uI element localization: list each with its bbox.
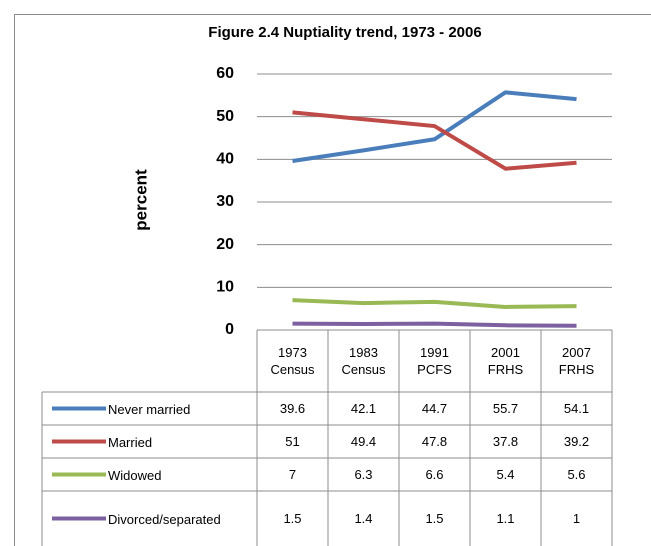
table-value: 39.6 — [279, 401, 306, 416]
y-tick-label: 20 — [216, 236, 234, 253]
legend-label: Divorced/separated — [108, 511, 221, 527]
table-value: 37.8 — [492, 434, 519, 449]
table-value: 54.1 — [563, 401, 590, 416]
chart-frame — [14, 14, 651, 546]
table-value: 1.4 — [354, 511, 373, 526]
legend-label: Married — [108, 434, 153, 450]
x-tick-label: 1973 Census — [270, 345, 315, 377]
table-value: 7 — [288, 467, 297, 482]
y-tick-label: 0 — [225, 321, 234, 338]
table-value: 6.3 — [354, 467, 373, 482]
y-tick-label: 30 — [216, 193, 234, 210]
chart-title: Figure 2.4 Nuptiality trend, 1973 - 2006 — [208, 24, 481, 41]
table-value: 1 — [572, 511, 581, 526]
table-value: 5.6 — [567, 467, 586, 482]
series-line — [292, 321, 577, 328]
table-value: 51 — [285, 434, 300, 449]
table-value: 1.5 — [425, 511, 444, 526]
table-value: 47.8 — [421, 434, 448, 449]
x-tick-label: 2007 FRHS — [558, 345, 595, 377]
table-value: 39.2 — [563, 434, 590, 449]
table-value: 42.1 — [350, 401, 377, 416]
series-line — [292, 298, 577, 309]
x-tick-label: 1991 PCFS — [417, 345, 452, 377]
series-line — [292, 110, 577, 171]
y-axis-label: percent — [131, 169, 150, 231]
table-value: 1.1 — [496, 511, 515, 526]
legend-label: Never married — [108, 401, 191, 417]
table-value: 5.4 — [496, 467, 515, 482]
table-value: 55.7 — [492, 401, 519, 416]
x-tick-label: 2001 FRHS — [487, 345, 524, 377]
table-value: 44.7 — [421, 401, 448, 416]
series-line — [292, 90, 577, 164]
table-value: 49.4 — [350, 434, 377, 449]
legend-label: Widowed — [108, 467, 162, 483]
y-tick-label: 40 — [216, 151, 234, 168]
table-value: 6.6 — [425, 467, 444, 482]
y-tick-label: 50 — [216, 108, 234, 125]
y-tick-label: 10 — [216, 279, 234, 296]
x-tick-label: 1983 Census — [341, 345, 386, 377]
table-value: 1.5 — [283, 511, 302, 526]
y-tick-label: 60 — [216, 65, 234, 82]
